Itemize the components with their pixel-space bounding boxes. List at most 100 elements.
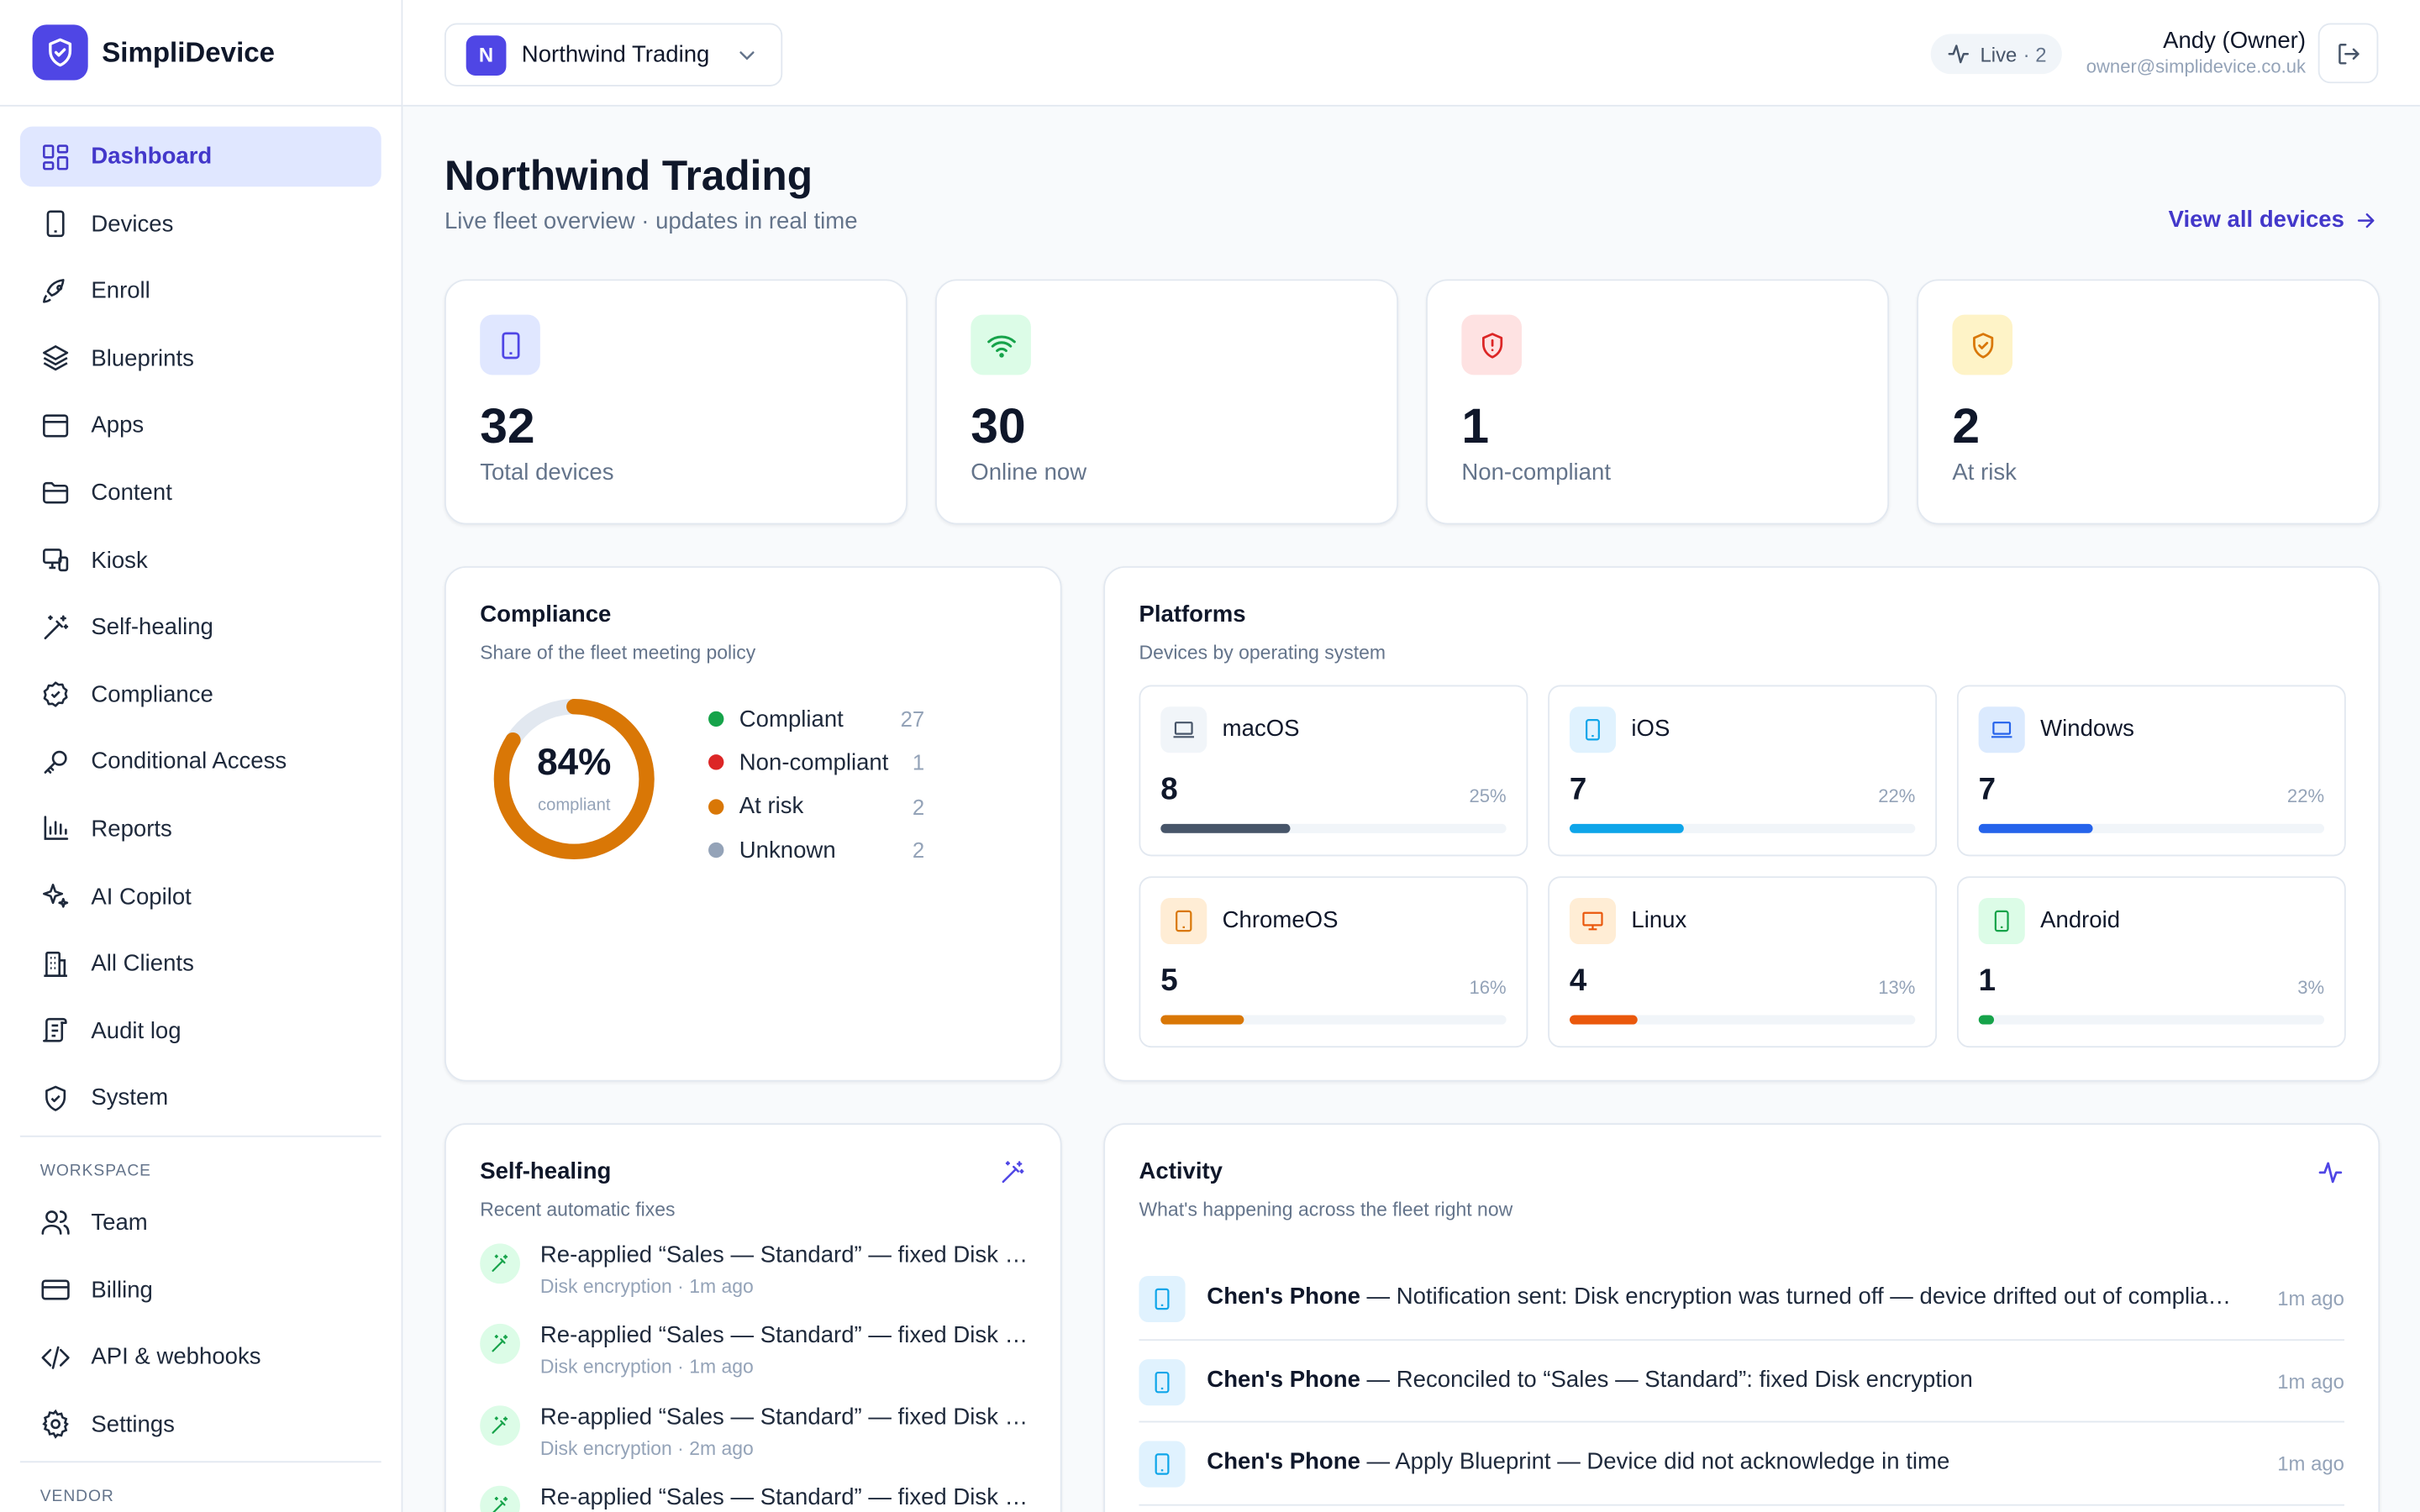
activity-text: Chen's Phone — Reconciled to “Sales — St… xyxy=(1207,1366,2236,1392)
device-name: Chen's Phone xyxy=(1207,1448,1360,1475)
user-email: owner@simplidevice.co.uk xyxy=(2086,55,2307,77)
sidebar-item-label: Enroll xyxy=(91,277,150,305)
bar-chart-icon xyxy=(44,816,69,841)
list-item[interactable]: Re-applied “Sales — Standard” — fixed Di… xyxy=(480,1484,1035,1512)
user-info[interactable]: Andy (Owner) owner@simplidevice.co.uk xyxy=(2086,28,2306,77)
platform-tile-macos[interactable]: macOS 8 25% xyxy=(1139,685,1528,857)
main-nav: Dashboard Devices Enroll Blueprints Apps… xyxy=(0,107,402,1128)
platform-name: macOS xyxy=(1222,716,1300,743)
activity-message: — Reconciled to “Sales — Standard”: fixe… xyxy=(1360,1366,1973,1393)
card-title: Compliance xyxy=(480,601,612,628)
org-switcher[interactable]: N Northwind Trading xyxy=(444,23,783,87)
sidebar: SimpliDevice Dashboard Devices Enroll Bl… xyxy=(0,0,403,1512)
sidebar-item-dashboard[interactable]: Dashboard xyxy=(19,126,381,187)
stat-value: 1 xyxy=(1461,397,1490,454)
activity-list: Chen's Phone — Notification sent: Disk e… xyxy=(1139,1257,2344,1505)
timestamp: 1m ago xyxy=(2277,1286,2344,1310)
stat-card-online-now[interactable]: 30 Online now xyxy=(935,279,1399,525)
sidebar-item-all-clients[interactable]: All Clients xyxy=(20,933,381,994)
list-item[interactable]: Chen's Phone — Apply Blueprint — Device … xyxy=(1139,1422,2344,1505)
sidebar-item-label: Audit log xyxy=(91,1017,182,1044)
stat-card-total-devices[interactable]: 32 Total devices xyxy=(444,279,908,525)
card-subtitle: Devices by operating system xyxy=(1139,642,1386,664)
stat-card-at-risk[interactable]: 2 At risk xyxy=(1917,279,2381,525)
sidebar-item-label: Devices xyxy=(91,210,174,238)
platform-tile-linux[interactable]: Linux 4 13% xyxy=(1548,876,1938,1048)
activity-message: — Apply Blueprint — Device did not ackno… xyxy=(1360,1448,1950,1475)
sidebar-item-compliance[interactable]: Compliance xyxy=(20,664,381,725)
activity-message: — Notification sent: Disk encryption was… xyxy=(1360,1284,2237,1310)
card-title: Activity xyxy=(1139,1158,1223,1185)
stat-card-non-compliant[interactable]: 1 Non-compliant xyxy=(1426,279,1890,525)
stat-label: Total devices xyxy=(480,459,614,486)
compliance-card: Compliance Share of the fleet meeting po… xyxy=(444,566,1062,1082)
check-badge-icon xyxy=(43,681,68,708)
legend-dot xyxy=(708,754,724,771)
sidebar-item-label: Apps xyxy=(91,412,145,439)
live-status-badge: Live · 2 xyxy=(1930,34,2062,75)
sidebar-item-conditional-access[interactable]: Conditional Access xyxy=(20,732,381,792)
sidebar-item-enroll[interactable]: Enroll xyxy=(20,261,381,322)
credit-card-icon xyxy=(41,1279,70,1300)
sidebar-item-api-webhooks[interactable]: API & webhooks xyxy=(20,1327,381,1388)
nav-section-workspace: WORKSPACE xyxy=(39,1161,151,1180)
page-title: Northwind Trading xyxy=(444,152,813,199)
legend-count: 2 xyxy=(912,794,925,819)
activity-text: Chen's Phone — Notification sent: Disk e… xyxy=(1207,1284,2236,1310)
platform-tile-android[interactable]: Android 1 3% xyxy=(1956,876,2346,1048)
stat-icon-box xyxy=(1461,314,1522,375)
sidebar-item-label: Billing xyxy=(91,1276,153,1304)
platform-count: 4 xyxy=(1569,963,1587,999)
sidebar-item-kiosk[interactable]: Kiosk xyxy=(20,530,381,591)
view-all-devices-link[interactable]: View all devices xyxy=(2169,207,2379,233)
sidebar-item-blueprints[interactable]: Blueprints xyxy=(20,328,381,389)
sidebar-item-team[interactable]: Team xyxy=(20,1193,381,1253)
sidebar-item-audit-log[interactable]: Audit log xyxy=(20,1001,381,1062)
platform-percent: 25% xyxy=(1469,785,1507,807)
pulse-icon xyxy=(2318,1162,2343,1184)
list-item[interactable]: Re-applied “Sales — Standard” — fixed Di… xyxy=(480,1404,1035,1484)
self-healing-list: Re-applied “Sales — Standard” — fixed Di… xyxy=(480,1242,1035,1512)
sidebar-item-self-healing[interactable]: Self-healing xyxy=(20,597,381,658)
gear-icon xyxy=(42,1410,69,1440)
platform-bar-track xyxy=(1160,823,1507,833)
list-item[interactable]: Chen's Phone — Notification sent: Disk e… xyxy=(1139,1257,2344,1341)
compliance-caption: compliant xyxy=(538,795,611,815)
platform-icon-box xyxy=(1569,897,1617,945)
phone-icon xyxy=(1139,1358,1186,1405)
legend-label: Non-compliant xyxy=(739,749,889,776)
sidebar-item-ai-copilot[interactable]: AI Copilot xyxy=(20,866,381,927)
phone-icon xyxy=(1139,1275,1186,1323)
platform-count: 5 xyxy=(1160,963,1178,999)
sidebar-item-devices[interactable]: Devices xyxy=(20,194,381,255)
list-item[interactable]: Chen's Phone — Reconciled to “Sales — St… xyxy=(1139,1340,2344,1423)
platform-tile-ios[interactable]: iOS 7 22% xyxy=(1548,685,1938,857)
sidebar-item-system[interactable]: System xyxy=(20,1068,381,1129)
brand[interactable]: SimpliDevice xyxy=(0,0,402,107)
dashboard-icon xyxy=(43,144,69,170)
list-item[interactable]: Re-applied “Sales — Standard” — fixed Di… xyxy=(480,1242,1035,1323)
stat-value: 32 xyxy=(480,397,535,454)
platform-tile-chromeos[interactable]: ChromeOS 5 16% xyxy=(1139,876,1528,1048)
magic-wand-icon xyxy=(1002,1161,1024,1184)
platform-icon-box xyxy=(1978,897,2025,945)
sidebar-item-label: All Clients xyxy=(91,950,194,977)
sidebar-item-content[interactable]: Content xyxy=(20,463,381,523)
phone-icon xyxy=(1586,719,1600,741)
list-item[interactable]: Re-applied “Sales — Standard” — fixed Di… xyxy=(480,1323,1035,1404)
platform-icon-box xyxy=(1160,706,1207,753)
magic-wand-icon xyxy=(44,614,69,639)
platform-bar-fill xyxy=(1569,823,1684,833)
page-subtitle: Live fleet overview · updates in real ti… xyxy=(444,207,858,235)
sidebar-item-label: Kiosk xyxy=(91,547,148,574)
sidebar-item-settings[interactable]: Settings xyxy=(20,1394,381,1455)
sidebar-item-billing[interactable]: Billing xyxy=(20,1260,381,1320)
platform-name: Android xyxy=(2040,906,2121,934)
platform-tile-windows[interactable]: Windows 7 22% xyxy=(1956,685,2346,857)
logout-button[interactable] xyxy=(2317,23,2379,84)
platform-bar-track xyxy=(1569,1015,1916,1025)
sidebar-item-reports[interactable]: Reports xyxy=(20,799,381,859)
sidebar-item-apps[interactable]: Apps xyxy=(20,396,381,456)
donut-arc xyxy=(493,699,655,860)
card-subtitle: What's happening across the fleet right … xyxy=(1139,1199,1513,1221)
